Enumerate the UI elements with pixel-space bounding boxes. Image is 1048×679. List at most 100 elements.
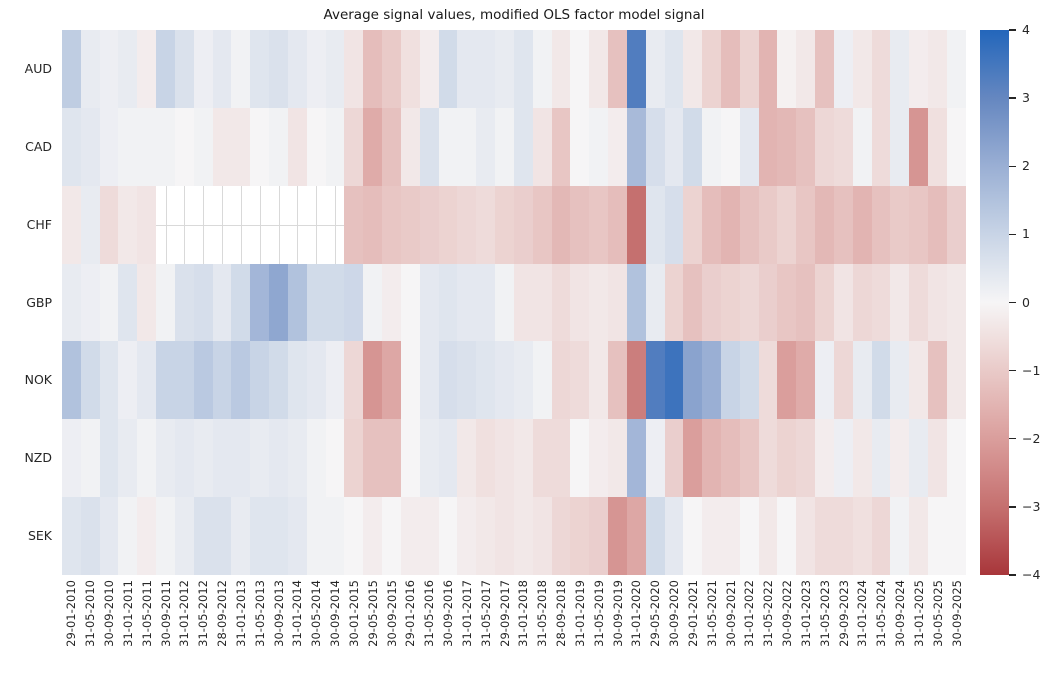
heatmap-cell xyxy=(80,341,100,420)
x-tick-label: 31-05-2022 xyxy=(761,580,776,647)
heatmap-cell xyxy=(645,419,665,498)
x-tick-label: 31-01-2014 xyxy=(290,580,305,647)
heatmap-cell xyxy=(739,185,759,264)
heatmap-cell xyxy=(400,107,420,186)
heatmap-cell xyxy=(231,419,251,498)
heatmap-cell xyxy=(62,419,81,498)
heatmap-cell xyxy=(174,107,194,186)
heatmap-cell xyxy=(570,30,590,108)
heatmap-cell xyxy=(118,419,138,498)
heatmap-cell xyxy=(946,107,966,186)
heatmap-cell xyxy=(871,497,891,576)
heatmap-cell xyxy=(645,185,665,264)
heatmap-cell xyxy=(532,185,552,264)
heatmap-cell xyxy=(513,497,533,576)
colorbar-tick-label: 4 xyxy=(1022,22,1030,37)
heatmap-cell xyxy=(62,107,81,186)
heatmap-cell xyxy=(570,263,590,342)
heatmap-cell xyxy=(758,30,778,108)
heatmap-cell xyxy=(363,185,383,264)
heatmap-cell xyxy=(551,185,571,264)
heatmap-cell-missing xyxy=(306,185,326,264)
heatmap-row-nzd xyxy=(62,419,966,498)
heatmap-cell xyxy=(796,497,816,576)
x-tick-label: 29-05-2015 xyxy=(365,580,380,647)
heatmap-cell xyxy=(777,497,797,576)
heatmap-row-cad xyxy=(62,107,966,186)
heatmap-cell xyxy=(382,185,401,264)
heatmap-cell xyxy=(946,263,966,342)
heatmap-cell xyxy=(419,185,439,264)
heatmap-cell xyxy=(532,30,552,108)
heatmap-cell xyxy=(400,497,420,576)
heatmap-cell xyxy=(702,185,721,264)
heatmap-cell xyxy=(118,185,138,264)
heatmap-cell xyxy=(608,185,627,264)
heatmap-cell xyxy=(193,419,213,498)
x-tick-label: 30-09-2025 xyxy=(949,580,964,647)
heatmap-cell xyxy=(306,341,326,420)
heatmap-cell xyxy=(909,107,929,186)
heatmap-cell xyxy=(551,419,571,498)
x-tick-label: 31-05-2017 xyxy=(478,580,493,647)
heatmap-cell xyxy=(551,263,571,342)
heatmap-cell xyxy=(495,185,514,264)
heatmap-cell xyxy=(476,341,496,420)
heatmap-cell xyxy=(62,263,81,342)
heatmap-cell xyxy=(212,419,232,498)
heatmap-cell xyxy=(683,497,703,576)
heatmap-cell xyxy=(513,185,533,264)
heatmap-cell xyxy=(683,107,703,186)
heatmap-cell xyxy=(62,185,81,264)
heatmap-cell xyxy=(739,30,759,108)
heatmap-cell xyxy=(815,263,834,342)
heatmap-cell xyxy=(890,497,910,576)
heatmap-cell xyxy=(532,419,552,498)
heatmap-cell xyxy=(156,419,175,498)
x-tick-label: 31-01-2023 xyxy=(798,580,813,647)
colorbar-tick xyxy=(1009,506,1016,508)
heatmap-cell xyxy=(513,30,533,108)
heatmap-cell xyxy=(231,497,251,576)
heatmap-cell xyxy=(664,185,684,264)
heatmap-cell xyxy=(457,107,477,186)
heatmap-cell xyxy=(777,185,797,264)
heatmap-cell xyxy=(909,419,929,498)
heatmap-cell xyxy=(118,30,138,108)
x-tick-label: 30-05-2014 xyxy=(309,580,324,647)
heatmap-cell xyxy=(212,107,232,186)
heatmap-cell xyxy=(909,341,929,420)
heatmap-cell xyxy=(890,30,910,108)
colorbar-tick-label: 2 xyxy=(1022,158,1030,174)
heatmap-cell xyxy=(833,107,853,186)
heatmap-cell xyxy=(231,107,251,186)
heatmap-cell xyxy=(193,107,213,186)
heatmap-cell xyxy=(720,497,740,576)
heatmap-cell xyxy=(344,263,364,342)
heatmap-cell xyxy=(532,107,552,186)
heatmap-cell-missing xyxy=(250,185,270,264)
heatmap-cell xyxy=(796,263,816,342)
heatmap-cell xyxy=(608,30,627,108)
heatmap-cell-missing xyxy=(325,185,345,264)
heatmap-cell xyxy=(438,419,458,498)
heatmap-cell xyxy=(777,30,797,108)
heatmap-cell xyxy=(720,341,740,420)
x-tick-label: 30-09-2011 xyxy=(158,580,173,647)
heatmap-cell xyxy=(909,185,929,264)
heatmap-cell xyxy=(702,30,721,108)
heatmap-cell xyxy=(306,497,326,576)
heatmap-cell xyxy=(382,341,401,420)
heatmap-cell xyxy=(419,30,439,108)
heatmap-row-aud xyxy=(62,30,966,108)
heatmap-cell xyxy=(306,263,326,342)
heatmap-cell xyxy=(400,263,420,342)
heatmap-cell xyxy=(250,30,270,108)
heatmap-cell-missing xyxy=(156,185,175,264)
heatmap-cell xyxy=(852,419,872,498)
heatmap-cell xyxy=(608,497,627,576)
x-tick-label: 30-09-2021 xyxy=(723,580,738,647)
heatmap-cell xyxy=(664,497,684,576)
colorbar-tick xyxy=(1009,165,1016,167)
